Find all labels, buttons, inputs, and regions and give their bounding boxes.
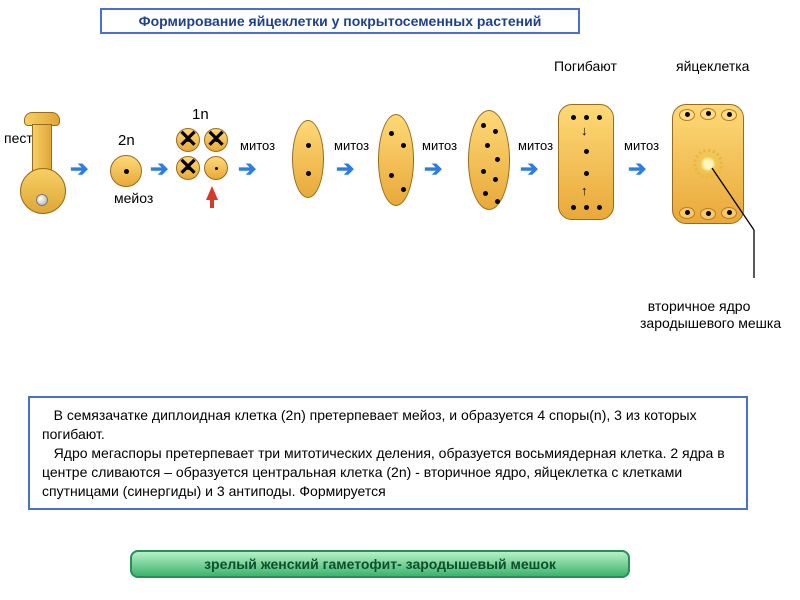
- arrow-6: ➔: [520, 156, 538, 182]
- arrow-1: ➔: [70, 156, 88, 182]
- nucleus: [727, 112, 732, 117]
- desc-p1: В семязачатке диплоидная клетка (2n) пре…: [42, 406, 734, 444]
- cell-embryo-sac: [672, 104, 744, 224]
- nucleus: [124, 169, 129, 174]
- nucleus: [401, 187, 406, 192]
- diagram-title: Формирование яйцеклетки у покрытосеменны…: [100, 8, 580, 34]
- label-mitosis-3: митоз: [422, 138, 457, 153]
- label-meiosis: мейоз: [114, 190, 153, 206]
- nucleus: [481, 169, 486, 174]
- pistil-ovary: [20, 168, 66, 214]
- nucleus: [481, 123, 486, 128]
- arrow-3: ➔: [238, 156, 256, 182]
- arrow-5: ➔: [424, 156, 442, 182]
- label-1n: 1n: [192, 106, 209, 123]
- arrow-down-icon: ↓: [581, 123, 588, 138]
- cross-icon: ✕: [206, 128, 226, 152]
- nucleus: [493, 129, 498, 134]
- cell-rect-8: ↓ ↑: [558, 104, 614, 220]
- nucleus: [215, 167, 218, 170]
- label-mitosis-4: митоз: [518, 138, 553, 153]
- spore-4: [204, 156, 228, 180]
- label-mitosis-5: митоз: [624, 138, 659, 153]
- cross-icon: ✕: [178, 128, 198, 152]
- nucleus: [571, 205, 576, 210]
- nucleus: [495, 157, 500, 162]
- description-box: В семязачатке диплоидная клетка (2n) пре…: [28, 396, 748, 510]
- nucleus: [597, 205, 602, 210]
- label-mitosis-2: митоз: [334, 138, 369, 153]
- arrow-up-icon: ↑: [581, 183, 588, 198]
- nucleus: [706, 111, 711, 116]
- desc-p2: Ядро мегаспоры претерпевает три митотиче…: [42, 444, 734, 501]
- arrow-4: ➔: [336, 156, 354, 182]
- nucleus: [495, 199, 500, 204]
- label-mitosis-1: митоз: [240, 138, 275, 153]
- cell-oval-8: [468, 110, 510, 210]
- label-egg: яйцеклетка: [676, 58, 749, 74]
- nucleus: [389, 131, 394, 136]
- cell-oval-4: [378, 114, 414, 206]
- ovule-icon: [36, 194, 48, 206]
- nucleus: [306, 143, 311, 148]
- label-2n: 2n: [118, 132, 135, 149]
- red-arrow-stem: [210, 198, 214, 208]
- nucleus: [401, 143, 406, 148]
- nucleus: [483, 191, 488, 196]
- nucleus: [706, 211, 711, 216]
- nucleus: [571, 115, 576, 120]
- nucleus: [685, 210, 690, 215]
- title-text: Формирование яйцеклетки у покрытосеменны…: [139, 13, 542, 29]
- arrow-7: ➔: [628, 156, 646, 182]
- cell-2n: [110, 155, 142, 187]
- nucleus: [584, 205, 589, 210]
- label-die: Погибают: [554, 58, 617, 74]
- nucleus: [597, 115, 602, 120]
- cross-icon: ✕: [178, 156, 198, 180]
- label-secondary-nucleus: вторичное ядро зародышевого мешка: [640, 280, 781, 333]
- nucleus: [727, 210, 732, 215]
- nucleus: [584, 115, 589, 120]
- nucleus: [389, 173, 394, 178]
- cell-oval-2: [292, 120, 324, 198]
- central-nucleus-icon: [699, 155, 717, 173]
- nucleus: [485, 143, 490, 148]
- nucleus: [584, 149, 589, 154]
- arrow-2: ➔: [150, 156, 168, 182]
- nucleus: [584, 171, 589, 176]
- nucleus: [306, 171, 311, 176]
- nucleus: [493, 177, 498, 182]
- bottom-bar: зрелый женский гаметофит- зародышевый ме…: [130, 550, 630, 578]
- nucleus: [685, 112, 690, 117]
- pistil-style: [32, 124, 52, 172]
